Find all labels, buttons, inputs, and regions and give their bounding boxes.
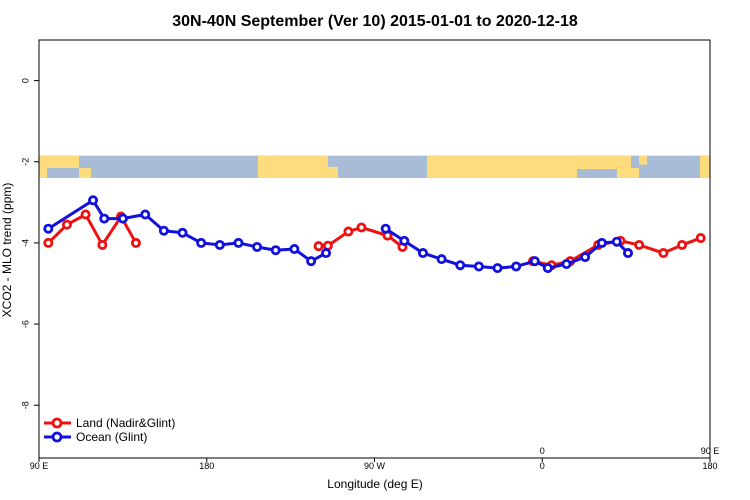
x-axis-label: Longitude (deg E) bbox=[327, 477, 422, 491]
x-inner-label-0: 0 bbox=[540, 446, 545, 456]
series-1-point-0-14 bbox=[321, 248, 332, 259]
series-0-point-0-5 bbox=[130, 237, 141, 248]
series-1-point-0-9 bbox=[233, 237, 244, 248]
legend: Land (Nadir&Glint)Ocean (Glint) bbox=[44, 416, 175, 444]
map-land-6 bbox=[427, 169, 577, 178]
chart-title: 30N-40N September (Ver 10) 2015-01-01 to… bbox=[172, 13, 578, 30]
map-land-1 bbox=[47, 155, 79, 168]
x-axis: 90 E 180 90 W 0 180 0 90 E bbox=[30, 446, 720, 471]
series-1-point-1-11 bbox=[580, 252, 591, 263]
map-land-5 bbox=[427, 155, 617, 170]
series-1-point-1-4 bbox=[455, 260, 466, 271]
map-land-2 bbox=[79, 167, 91, 178]
series-1-point-0-12 bbox=[289, 243, 300, 254]
series-1 bbox=[43, 195, 633, 274]
series-1-point-0-7 bbox=[196, 237, 207, 248]
y-tick-label-1: -2 bbox=[20, 158, 30, 166]
series-1-point-0-6 bbox=[177, 227, 188, 238]
series-1-point-1-5 bbox=[473, 261, 484, 272]
series-1-point-1-1 bbox=[399, 235, 410, 246]
series-1-line-0 bbox=[47, 198, 327, 263]
series-1-point-0-2 bbox=[99, 213, 110, 224]
series-0-point-2-6 bbox=[658, 248, 669, 259]
series-1-point-1-8 bbox=[529, 256, 540, 267]
x-tick-label-4: 180 bbox=[702, 461, 717, 471]
series-1-point-1-3 bbox=[436, 254, 447, 265]
x-inner-label-1: 90 E bbox=[701, 446, 720, 456]
series-0-point-2-7 bbox=[677, 239, 688, 250]
legend-label-0: Land (Nadir&Glint) bbox=[76, 416, 175, 430]
series-1-point-1-6 bbox=[492, 263, 503, 274]
series-0-point-1-3 bbox=[356, 222, 367, 233]
series-1-point-1-9 bbox=[542, 263, 553, 274]
y-tick-label-2: -4 bbox=[20, 239, 30, 247]
series-1-point-1-14 bbox=[622, 248, 633, 259]
x-tick-label-2: 90 W bbox=[364, 461, 386, 471]
series-1-point-0-3 bbox=[117, 213, 128, 224]
series-0-point-1-0 bbox=[313, 241, 324, 252]
series-1-point-0-8 bbox=[214, 239, 225, 250]
series-1-point-1-10 bbox=[561, 259, 572, 270]
series-1-point-0-4 bbox=[140, 209, 151, 220]
legend-label-1: Ocean (Glint) bbox=[76, 430, 147, 444]
map-land-8 bbox=[617, 167, 639, 178]
map-land-10 bbox=[700, 155, 710, 178]
map-land-9 bbox=[639, 155, 647, 165]
map-land-0 bbox=[39, 155, 47, 178]
series-1-point-0-10 bbox=[252, 241, 263, 252]
map-land-7 bbox=[617, 155, 631, 168]
series-1-point-0-13 bbox=[306, 256, 317, 267]
y-tick-label-0: 0 bbox=[20, 78, 30, 83]
x-tick-label-1: 180 bbox=[199, 461, 214, 471]
series-1-point-0-11 bbox=[270, 245, 281, 256]
series-1-point-1-0 bbox=[380, 223, 391, 234]
y-tick-label-3: -6 bbox=[20, 320, 30, 328]
map-land-4 bbox=[328, 166, 338, 178]
series-0-point-0-1 bbox=[61, 219, 72, 230]
legend-marker-1 bbox=[51, 431, 63, 443]
series-1-point-0-0 bbox=[43, 223, 54, 234]
x-tick-label-3: 0 bbox=[540, 461, 545, 471]
series-0-point-0-0 bbox=[43, 237, 54, 248]
series-1-point-0-1 bbox=[88, 195, 99, 206]
series-0-point-1-2 bbox=[343, 226, 354, 237]
series-1-point-0-5 bbox=[158, 225, 169, 236]
series-0-point-0-2 bbox=[80, 209, 91, 220]
series-1-point-1-13 bbox=[611, 236, 622, 247]
map-land-3 bbox=[258, 155, 328, 178]
y-tick-label-4: -8 bbox=[20, 401, 30, 409]
map-band bbox=[39, 155, 710, 178]
series-0-point-2-8 bbox=[695, 233, 706, 244]
series-0-point-2-5 bbox=[634, 239, 645, 250]
series-layer bbox=[43, 195, 706, 274]
series-1-point-1-2 bbox=[417, 248, 428, 259]
series-1-point-1-12 bbox=[596, 237, 607, 248]
plot-frame bbox=[38, 39, 711, 459]
legend-marker-0 bbox=[51, 417, 63, 429]
series-0-point-0-3 bbox=[97, 239, 108, 250]
y-axis: 0 -2 -4 -6 -8 bbox=[20, 78, 39, 409]
x-tick-label-0: 90 E bbox=[30, 461, 49, 471]
series-1-point-1-7 bbox=[511, 261, 522, 272]
y-axis-label: XCO2 - MLO trend (ppm) bbox=[0, 183, 14, 318]
